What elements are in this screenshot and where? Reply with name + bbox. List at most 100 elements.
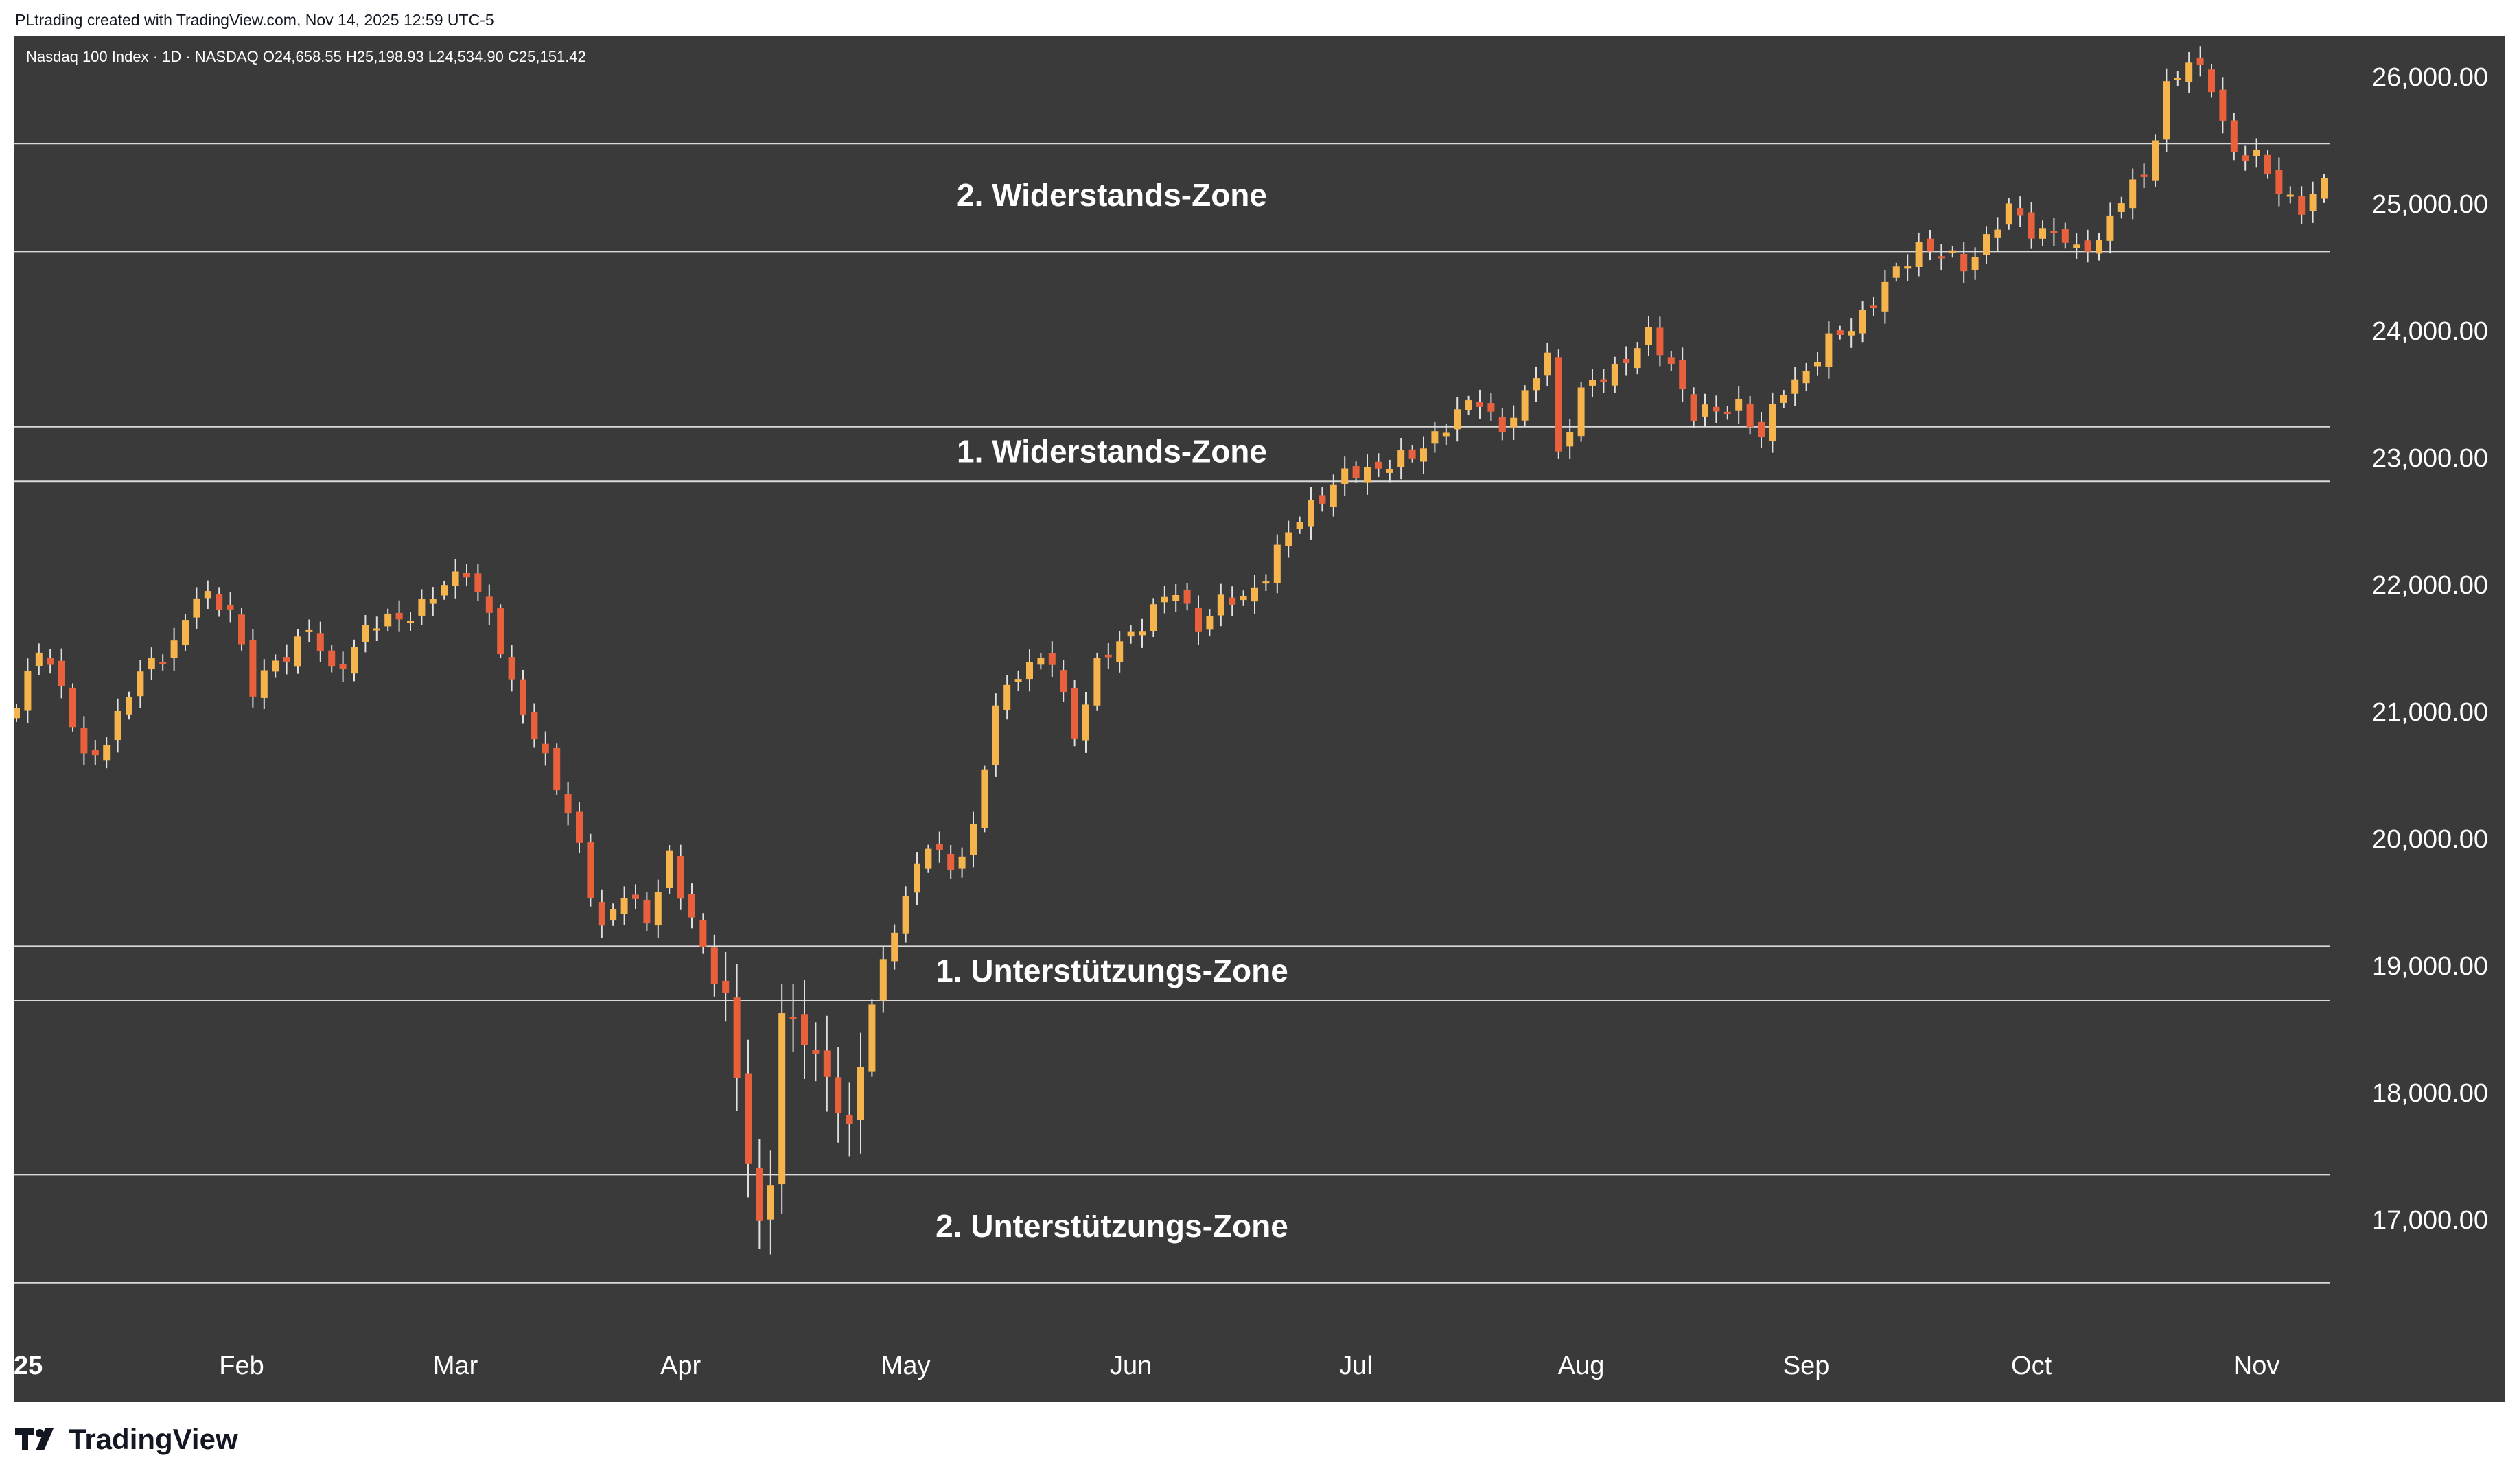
candle-body: [2061, 229, 2069, 243]
candle-body: [497, 608, 504, 655]
candle-body: [58, 660, 65, 686]
candle-body: [283, 657, 290, 662]
candle-body: [1904, 266, 1912, 269]
candle-body: [1229, 597, 1236, 605]
candle-body: [2174, 78, 2181, 80]
candle-body: [1217, 594, 1224, 616]
candle-body: [936, 844, 943, 850]
candle-body: [2196, 57, 2204, 65]
candle-body: [407, 621, 414, 623]
price-axis[interactable]: 26,000.00 25,000.00 24,000.00 23,000.00 22,0…: [2372, 63, 2488, 1235]
candle-body: [2230, 120, 2238, 153]
candle-body: [1296, 522, 1303, 529]
candle-body: [925, 848, 932, 869]
time-tick-label: Jul: [1339, 1352, 1373, 1380]
candle-body: [1397, 450, 1405, 467]
zone-label: 1. Unterstützungs-Zone: [936, 953, 1288, 988]
time-tick-label: May: [881, 1352, 931, 1380]
candle-body: [823, 1050, 831, 1077]
time-tick-label: Mar: [433, 1352, 478, 1380]
candle-body: [1026, 662, 1033, 680]
candle-body: [1814, 362, 1821, 367]
candle-body: [508, 657, 515, 680]
zone-label: 2. Unterstützungs-Zone: [936, 1208, 1288, 1244]
tradingview-brand[interactable]: TradingView: [15, 1422, 238, 1457]
candle-body: [733, 997, 741, 1078]
candle-body: [1802, 371, 1810, 384]
candle-body: [339, 664, 347, 669]
candle-body: [598, 902, 605, 926]
candle-body: [1082, 704, 1089, 741]
candle-body: [1634, 348, 1641, 369]
candle-body: [1994, 229, 2001, 238]
price-chart[interactable]: Nasdaq 100 Index · 1D · NASDAQ O24,658.5…: [14, 36, 2505, 1402]
candle-body: [35, 652, 43, 666]
candle-body: [643, 899, 651, 924]
price-tick-label: 18,000.00: [2372, 1079, 2488, 1108]
candle-body: [260, 670, 268, 698]
candle-body: [2073, 244, 2080, 248]
candle-body: [1386, 469, 1393, 473]
candle-body: [2275, 170, 2283, 194]
candle-body: [216, 594, 223, 610]
candle-body: [1116, 641, 1124, 662]
candle-body: [699, 920, 707, 947]
candle-body: [1172, 595, 1180, 601]
candle-body: [2163, 81, 2170, 140]
candle-body: [1037, 658, 1045, 665]
candle-body: [767, 1185, 774, 1220]
candle-body: [441, 585, 448, 596]
candle-body: [91, 750, 99, 756]
candle-body: [857, 1067, 864, 1120]
time-axis[interactable]: 25 Feb Mar Apr May Jun Jul Aug Sep Oct Nov: [14, 1352, 2279, 1380]
candle-body: [1341, 468, 1349, 484]
candle-body: [2321, 178, 2328, 199]
candle-body: [1825, 333, 1833, 367]
candle-body: [1014, 679, 1022, 682]
candle-body: [1240, 596, 1247, 601]
candle-body: [1927, 238, 1934, 252]
candle-body: [1735, 399, 1743, 411]
candle-body: [520, 679, 526, 715]
candle-body: [103, 745, 111, 761]
candle-body: [1544, 352, 1551, 376]
candle-body: [1870, 305, 1877, 308]
time-tick-label: Aug: [1558, 1352, 1605, 1380]
candle-body: [305, 629, 313, 632]
candle-body: [1949, 250, 1956, 253]
candle-body: [24, 671, 32, 711]
candle-body: [1983, 234, 1990, 255]
chart-panel[interactable]: [14, 36, 2505, 1402]
candle-body: [981, 769, 988, 828]
candle-body: [891, 932, 898, 962]
price-tick-label: 25,000.00: [2372, 190, 2488, 219]
candle-body: [126, 697, 132, 715]
candle-body: [1938, 256, 1945, 259]
candle-body: [418, 599, 426, 616]
candle-body: [238, 614, 245, 645]
time-tick-label: Oct: [2011, 1352, 2052, 1380]
candle-body: [1521, 390, 1529, 421]
candle-body: [1723, 411, 1731, 414]
price-tick-label: 21,000.00: [2372, 698, 2488, 727]
candle-body: [1656, 327, 1664, 356]
candle-body: [1308, 500, 1314, 527]
candle-body: [2039, 228, 2046, 239]
candle-body: [1003, 684, 1011, 710]
candle-body: [1262, 581, 1270, 584]
candle-body: [1476, 402, 1483, 407]
time-tick-label: 25: [14, 1352, 43, 1380]
candle-body: [1611, 364, 1618, 386]
candle-body: [1139, 631, 1146, 636]
candle-body: [294, 636, 301, 667]
candle-body: [1104, 654, 1112, 658]
candle-body: [2286, 194, 2294, 197]
candle-body: [1758, 421, 1765, 437]
candle-body: [632, 894, 639, 899]
candle-body: [610, 909, 617, 921]
time-tick-label: Sep: [1783, 1352, 1830, 1380]
candle-body: [1667, 357, 1675, 364]
candle-body: [452, 571, 459, 586]
candle-body: [1555, 357, 1562, 452]
candle-body: [1251, 587, 1258, 602]
